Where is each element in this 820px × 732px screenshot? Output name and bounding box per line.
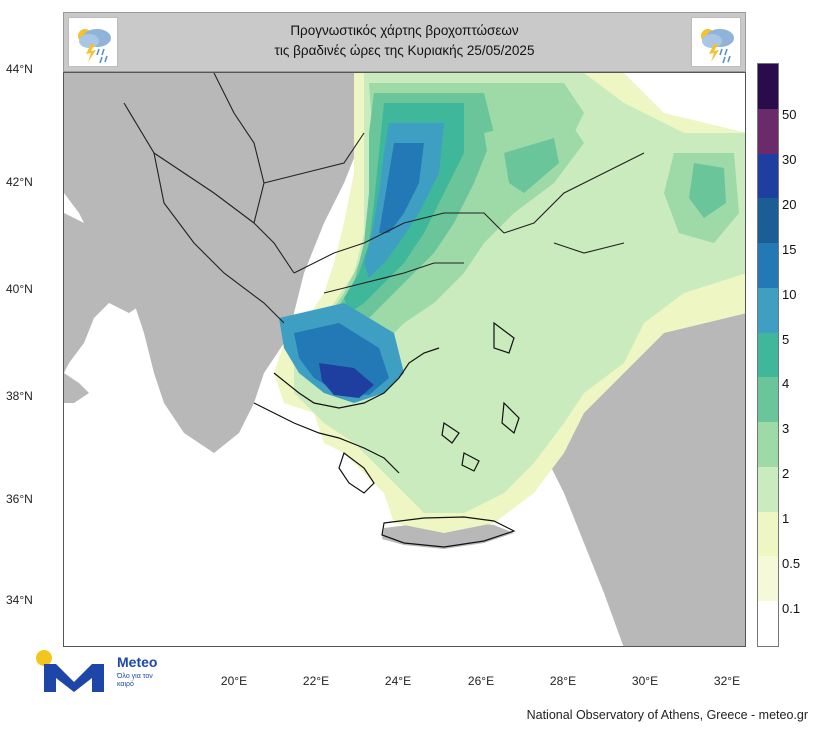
lat-label-36: 36°N bbox=[6, 492, 33, 506]
legend-swatch bbox=[758, 466, 778, 512]
lon-label-30: 30°E bbox=[631, 674, 659, 688]
legend-label: 5 bbox=[782, 332, 790, 347]
lon-label-32: 32°E bbox=[713, 674, 741, 688]
legend-label: 1 bbox=[782, 511, 790, 526]
lat-label-38: 38°N bbox=[6, 389, 33, 403]
legend-swatch bbox=[758, 511, 778, 557]
precipitation-legend bbox=[757, 63, 779, 647]
lat-label-44: 44°N bbox=[6, 62, 33, 76]
legend-label: 3 bbox=[782, 421, 790, 436]
lat-label-42: 42°N bbox=[6, 175, 33, 189]
legend-label: 4 bbox=[782, 376, 790, 391]
lon-label-26: 26°E bbox=[467, 674, 495, 688]
map-header: Προγνωστικός χάρτης βροχοπτώσεων τις βρα… bbox=[63, 12, 746, 72]
meteo-logo bbox=[34, 648, 174, 698]
credit-text: National Observatory of Athens, Greece -… bbox=[526, 708, 808, 722]
legend-swatch bbox=[758, 108, 778, 154]
legend-swatch bbox=[758, 332, 778, 378]
legend-label: 15 bbox=[782, 242, 797, 257]
lat-label-34: 34°N bbox=[6, 593, 33, 607]
title-line-2: τις βραδινές ώρες της Κυριακής 25/05/202… bbox=[274, 43, 535, 58]
legend-label: 0.1 bbox=[782, 601, 801, 616]
legend-swatch bbox=[758, 64, 778, 109]
lon-label-22: 22°E bbox=[302, 674, 330, 688]
legend-swatch bbox=[758, 601, 778, 646]
legend-swatch bbox=[758, 556, 778, 602]
legend-label: 50 bbox=[782, 107, 797, 122]
legend-label: 20 bbox=[782, 197, 797, 212]
legend-label: 2 bbox=[782, 466, 790, 481]
legend-swatch bbox=[758, 287, 778, 333]
rain-thunder-cloud-icon bbox=[68, 17, 118, 67]
legend-swatch bbox=[758, 377, 778, 423]
rain-thunder-cloud-icon bbox=[691, 17, 741, 67]
lon-label-20: 20°E bbox=[220, 674, 248, 688]
legend-swatch bbox=[758, 153, 778, 199]
lon-label-24: 24°E bbox=[384, 674, 412, 688]
legend-swatch bbox=[758, 198, 778, 244]
legend-swatch bbox=[758, 243, 778, 288]
title-line-1: Προγνωστικός χάρτης βροχοπτώσεων bbox=[290, 23, 519, 38]
lon-label-28: 28°E bbox=[549, 674, 577, 688]
precipitation-map bbox=[63, 72, 746, 647]
lat-label-40: 40°N bbox=[6, 282, 33, 296]
logo-name: Meteo bbox=[117, 654, 158, 670]
italy-land bbox=[64, 213, 144, 373]
logo-tagline: Όλο για τον καιρό bbox=[117, 673, 153, 688]
legend-swatch bbox=[758, 422, 778, 467]
legend-label: 10 bbox=[782, 287, 797, 302]
legend-label: 0.5 bbox=[782, 556, 801, 571]
legend-label: 30 bbox=[782, 152, 797, 167]
map-title: Προγνωστικός χάρτης βροχοπτώσεων τις βρα… bbox=[184, 21, 625, 61]
